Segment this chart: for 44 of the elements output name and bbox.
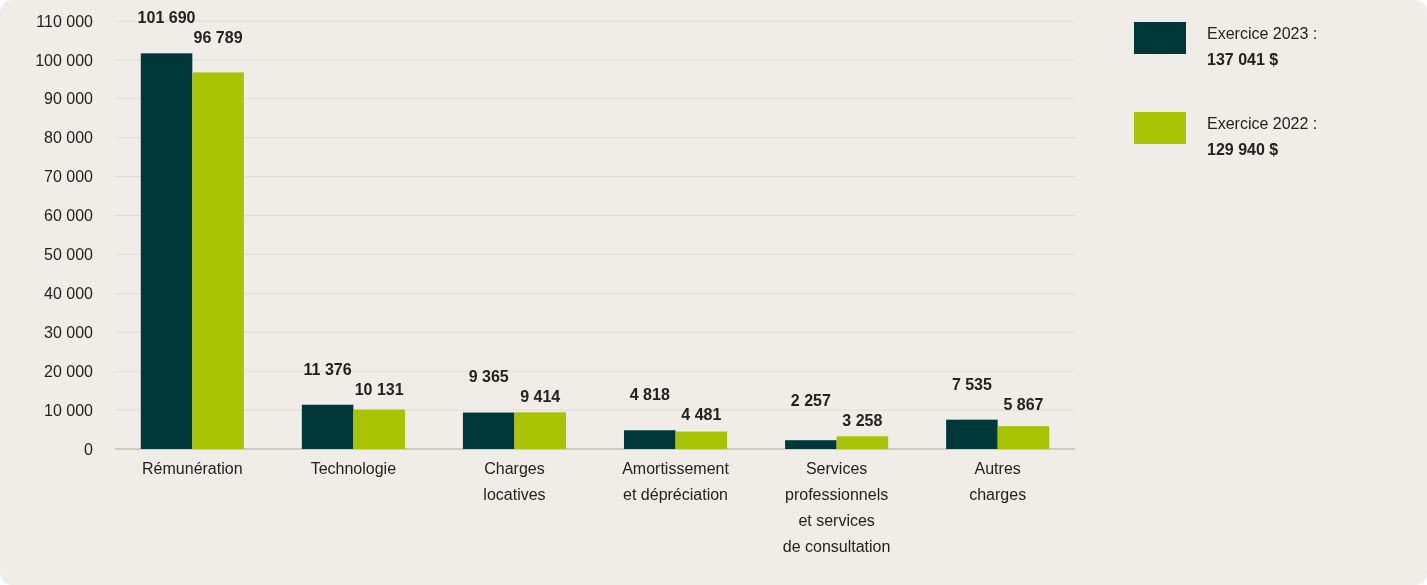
y-tick-label: 10 000 — [44, 401, 94, 419]
bar — [623, 430, 676, 449]
bar — [462, 412, 515, 449]
bar — [997, 426, 1050, 449]
bar — [353, 409, 405, 449]
data-label: 9 414 — [520, 388, 561, 406]
bar — [301, 404, 354, 449]
y-tick-label: 100 000 — [35, 51, 94, 69]
x-tick-label: Rémunération — [142, 460, 243, 477]
y-tick-label: 110 000 — [36, 12, 94, 30]
data-label: 10 131 — [354, 380, 404, 398]
data-label: 3 258 — [842, 412, 883, 430]
bar — [140, 53, 193, 449]
x-tick-label: Services professionnels et services de consultation — [782, 460, 891, 555]
bar — [514, 412, 567, 449]
data-label: 101 690 — [137, 9, 196, 27]
x-tick-label: Technologie — [310, 460, 397, 477]
data-label: 7 535 — [951, 375, 993, 393]
y-tick-label: 90 000 — [44, 90, 94, 108]
y-tick-label: 80 000 — [44, 129, 94, 147]
data-label: 9 365 — [468, 368, 509, 386]
bar — [192, 72, 244, 449]
bar — [836, 436, 889, 449]
y-tick-label: 50 000 — [44, 246, 94, 264]
data-label: 2 257 — [790, 392, 831, 410]
x-tick-label: Charges locatives — [483, 460, 546, 503]
y-tick-label: 70 000 — [44, 168, 94, 186]
data-label: 5 867 — [1003, 395, 1044, 413]
data-label: 4 481 — [681, 406, 722, 424]
legend-label: Exercice 2022 : 129 940 $ — [1207, 115, 1318, 158]
data-label: 4 818 — [629, 386, 670, 404]
legend-label: Exercice 2023 : 137 041 $ — [1207, 25, 1318, 68]
bar — [946, 419, 998, 449]
bar — [785, 440, 837, 449]
y-tick-label: 20 000 — [44, 362, 94, 380]
y-tick-label: 30 000 — [44, 323, 94, 341]
data-label: 11 376 — [303, 360, 352, 378]
y-tick-label: 60 000 — [44, 207, 94, 225]
x-tick-label: Amortissement et dépréciation — [622, 460, 730, 503]
data-label: 96 789 — [193, 29, 243, 47]
x-tick-label: Autres charges — [969, 460, 1027, 503]
bar — [675, 431, 728, 449]
y-tick-label: 0 — [84, 440, 94, 458]
y-tick-label: 40 000 — [44, 284, 94, 302]
